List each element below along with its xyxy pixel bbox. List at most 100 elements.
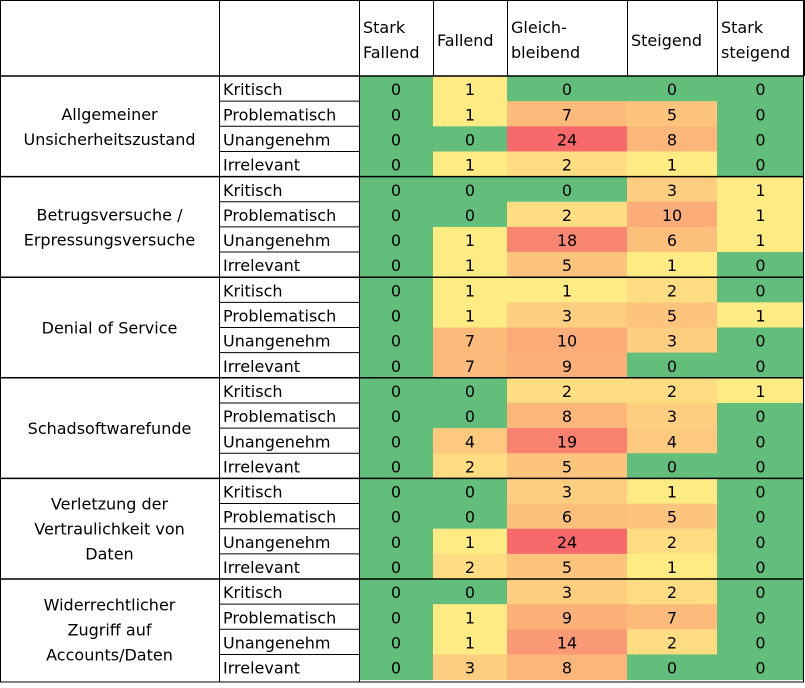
row-label: Unangenehm: [223, 130, 331, 149]
heat-cell: [433, 76, 507, 102]
cell-value: 0: [755, 633, 765, 652]
cell-value: 0: [755, 130, 765, 149]
heat-cell: [507, 101, 627, 127]
heat-cell: [717, 654, 804, 681]
heat-cell: [507, 528, 627, 555]
row-label-cell: [219, 226, 359, 253]
heat-cell: [627, 176, 717, 203]
cell-value: 24: [557, 533, 577, 552]
column-header-line1: Gleich-: [511, 18, 567, 37]
heat-cell: [627, 277, 717, 303]
heat-cell: [627, 428, 717, 454]
cell-value: 1: [755, 206, 765, 225]
cell-value: 0: [391, 659, 401, 678]
heat-cell: [627, 553, 717, 580]
heat-cell: [627, 201, 717, 228]
heat-cell: [433, 101, 507, 127]
group-label: Verletzung der: [51, 495, 169, 514]
cell-value: 0: [391, 457, 401, 476]
heat-cell: [717, 327, 804, 354]
cell-value: 2: [667, 281, 677, 300]
group-label: Zugriff auf: [68, 620, 152, 639]
heat-cell: [627, 528, 717, 555]
cell-value: 0: [391, 332, 401, 351]
heat-cell: [717, 528, 804, 555]
row-label: Problematisch: [223, 608, 336, 627]
row-label-cell: [219, 352, 359, 378]
cell-value: 8: [562, 407, 572, 426]
cell-value: 0: [391, 105, 401, 124]
cell-value: 14: [557, 633, 577, 652]
cell-value: 3: [562, 307, 572, 326]
cell-value: 0: [465, 508, 475, 527]
heat-cell: [507, 604, 627, 630]
heat-cell: [359, 604, 433, 630]
cell-value: 0: [391, 483, 401, 502]
cell-value: 19: [557, 432, 577, 451]
cell-value: 0: [755, 256, 765, 275]
heat-cell: [627, 252, 717, 278]
heat-cell: [627, 579, 717, 605]
cell-value: 4: [667, 432, 677, 451]
cell-value: 0: [391, 130, 401, 149]
cell-value: 0: [755, 457, 765, 476]
cell-value: 5: [562, 457, 572, 476]
heat-cell: [359, 327, 433, 354]
heat-cell: [433, 478, 507, 505]
heat-cell: [433, 277, 507, 303]
row-label-cell: [219, 528, 359, 554]
cell-value: 0: [755, 332, 765, 351]
cell-value: 2: [562, 156, 572, 175]
group-label: Daten: [85, 545, 133, 564]
cell-value: 5: [562, 558, 572, 577]
cell-value: 2: [667, 583, 677, 602]
heat-cell: [507, 277, 627, 303]
heat-cell: [359, 528, 433, 555]
row-label-cell: [219, 453, 359, 479]
heat-cell: [359, 201, 433, 228]
heat-cell: [359, 252, 433, 278]
heat-cell: [433, 126, 507, 152]
heat-cell: [507, 126, 627, 152]
heat-cell: [717, 76, 804, 102]
row-label: Irrelevant: [223, 357, 300, 376]
heat-cell: [717, 226, 804, 253]
cell-value: 8: [667, 130, 677, 149]
cell-value: 0: [391, 558, 401, 577]
row-label-cell: [219, 402, 359, 429]
group-label: Allgemeiner: [61, 105, 158, 124]
row-label-cell: [219, 126, 359, 152]
heat-cell: [433, 226, 507, 253]
cell-value: 1: [465, 105, 475, 124]
heat-cell: [507, 176, 627, 203]
column-header-line2: Fallend: [363, 43, 420, 62]
column-header-line2: steigend: [721, 43, 790, 62]
heat-cell: [627, 226, 717, 253]
heat-cell: [507, 579, 627, 605]
heat-cell: [507, 302, 627, 328]
cell-value: 1: [465, 256, 475, 275]
cell-value: 1: [667, 256, 677, 275]
row-label: Problematisch: [223, 206, 336, 225]
heat-cell: [717, 176, 804, 203]
cell-value: 0: [465, 583, 475, 602]
heat-cell: [433, 176, 507, 203]
row-label-cell: [219, 252, 359, 278]
row-label-cell: [219, 327, 359, 353]
cell-value: 0: [755, 508, 765, 527]
cell-value: 0: [755, 608, 765, 627]
cell-value: 7: [667, 608, 677, 627]
row-label: Irrelevant: [223, 659, 300, 678]
heat-cell: [359, 226, 433, 253]
cell-value: 0: [755, 659, 765, 678]
heat-cell: [627, 76, 717, 102]
cell-value: 3: [667, 332, 677, 351]
heat-cell: [359, 277, 433, 303]
heat-cell: [717, 402, 804, 429]
heat-cell: [359, 553, 433, 580]
cell-value: 2: [562, 382, 572, 401]
heat-cell: [717, 126, 804, 152]
